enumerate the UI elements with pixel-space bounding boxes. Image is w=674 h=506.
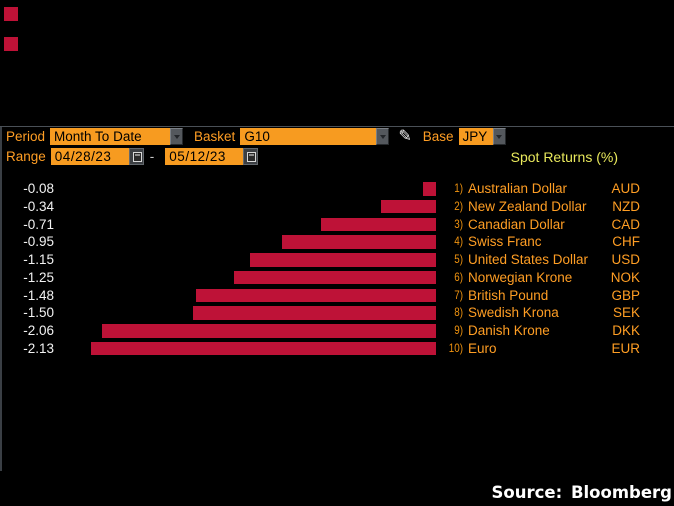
range-start-value[interactable]: 04/28/23 xyxy=(50,148,129,165)
bar xyxy=(321,217,436,231)
currency-code: GBP xyxy=(611,287,640,303)
currency-code: SEK xyxy=(612,305,640,321)
bar xyxy=(423,182,436,196)
calendar-icon[interactable] xyxy=(128,148,144,165)
chart-row: -0.95 4) Swiss Franc CHF xyxy=(0,233,674,251)
calendar-icon[interactable] xyxy=(243,148,259,165)
chart-title: Spot Returns (%) xyxy=(510,149,618,165)
chevron-down-icon[interactable] xyxy=(492,128,506,145)
toolbar-row-1: Period Month To Date Basket G10 ✎ Base J… xyxy=(0,127,674,146)
bar-value: -2.13 xyxy=(23,340,54,356)
currency-code: USD xyxy=(611,252,640,267)
currency-name: Australian Dollar xyxy=(468,181,568,196)
toolbar-row-2: Range 04/28/23 - 05/12/23 xyxy=(0,147,674,166)
currency-code: NOK xyxy=(610,269,640,285)
edit-pencil-icon[interactable]: ✎ xyxy=(398,128,412,145)
rank-label: 6) xyxy=(454,269,463,284)
bar-value: -0.71 xyxy=(23,216,54,232)
bar-value: -2.06 xyxy=(23,323,54,338)
rank-label: 10) xyxy=(448,340,463,355)
base-label: Base xyxy=(422,129,454,144)
rank-label: 5) xyxy=(454,252,463,266)
currency-name: British Pound xyxy=(468,287,549,303)
bar xyxy=(282,235,436,249)
range-start-field[interactable]: 04/28/23 xyxy=(50,148,144,165)
currency-name: New Zealand Dollar xyxy=(468,198,587,214)
bar xyxy=(196,288,436,302)
rank-label: 1) xyxy=(454,181,463,195)
currency-name: Swiss Franc xyxy=(468,234,542,250)
chart-row: -2.06 9) Danish Krone DKK xyxy=(0,322,674,340)
currency-code: DKK xyxy=(612,323,640,338)
basket-dropdown-value[interactable]: G10 xyxy=(240,128,377,145)
rank-label: 3) xyxy=(454,216,463,231)
currency-code: AUD xyxy=(611,181,640,196)
currency-name: United States Dollar xyxy=(468,252,589,267)
currency-code: CAD xyxy=(611,216,640,232)
rank-label: 4) xyxy=(454,234,463,249)
currency-name: Canadian Dollar xyxy=(468,216,565,232)
rank-label: 2) xyxy=(454,198,463,213)
panel-left-edge xyxy=(0,127,2,471)
period-label: Period xyxy=(6,129,46,144)
currency-name: Euro xyxy=(468,340,497,356)
chart-row: -1.48 7) British Pound GBP xyxy=(0,287,674,305)
currency-code: EUR xyxy=(611,340,640,356)
period-dropdown[interactable]: Month To Date xyxy=(50,128,184,145)
currency-name: Swedish Krona xyxy=(468,305,559,321)
chart-row: -2.13 10) Euro EUR xyxy=(0,340,674,358)
bar xyxy=(233,270,436,285)
bar xyxy=(193,306,436,320)
basket-dropdown[interactable]: G10 xyxy=(240,128,390,145)
bar-value: -1.48 xyxy=(23,287,54,303)
bar xyxy=(102,324,436,338)
chart-row: -0.08 1) Australian Dollar AUD xyxy=(0,180,674,198)
bar-value: -1.50 xyxy=(23,305,54,321)
basket-label: Basket xyxy=(194,129,236,144)
bar-value: -1.15 xyxy=(23,252,54,267)
bar-value: -0.34 xyxy=(23,198,54,214)
chart-toolbar: Period Month To Date Basket G10 ✎ Base J… xyxy=(0,126,674,166)
chart-row: -0.71 3) Canadian Dollar CAD xyxy=(0,216,674,234)
currency-code: CHF xyxy=(612,234,640,250)
base-dropdown-value[interactable]: JPY xyxy=(458,128,493,145)
currency-name: Danish Krone xyxy=(468,323,550,338)
bar xyxy=(380,199,436,214)
base-dropdown[interactable]: JPY xyxy=(458,128,506,145)
currency-name: Norwegian Krone xyxy=(468,269,573,285)
chart-row: -1.25 6) Norwegian Krone NOK xyxy=(0,269,674,287)
chevron-down-icon[interactable] xyxy=(376,128,390,145)
range-label: Range xyxy=(6,149,46,164)
bar-value: -1.25 xyxy=(23,269,54,285)
range-end-field[interactable]: 05/12/23 xyxy=(165,148,259,165)
currency-code: NZD xyxy=(612,198,640,214)
chevron-down-icon[interactable] xyxy=(170,128,184,145)
top-left-red-marker-1 xyxy=(4,7,18,21)
chart-row: -1.15 5) United States Dollar USD xyxy=(0,251,674,269)
bar-rows: -0.08 1) Australian Dollar AUD -0.34 2) … xyxy=(0,180,674,358)
rank-label: 8) xyxy=(454,305,463,320)
top-left-red-marker-2 xyxy=(4,37,18,51)
range-separator: - xyxy=(149,149,155,164)
bar xyxy=(249,253,436,267)
rank-label: 9) xyxy=(454,323,463,337)
chart-row: -0.34 2) New Zealand Dollar NZD xyxy=(0,198,674,216)
range-end-value[interactable]: 05/12/23 xyxy=(165,148,244,165)
bar-value: -0.95 xyxy=(23,234,54,250)
chart-row: -1.50 8) Swedish Krona SEK xyxy=(0,304,674,322)
period-dropdown-value[interactable]: Month To Date xyxy=(50,128,171,145)
bar xyxy=(91,341,436,356)
source-credit: Source: Bloomberg xyxy=(491,483,672,502)
bar-value: -0.08 xyxy=(23,181,54,196)
rank-label: 7) xyxy=(454,287,463,302)
